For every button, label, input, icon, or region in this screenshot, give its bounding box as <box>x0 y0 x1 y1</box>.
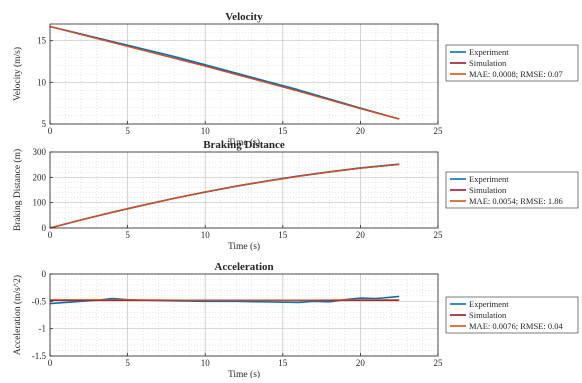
chart-title: Acceleration <box>214 261 273 273</box>
x-tick-label: 0 <box>48 230 53 240</box>
y-tick-label: 5 <box>42 119 47 129</box>
series-line-mae-rmse <box>49 25 400 120</box>
series-line-mae-rmse <box>49 163 400 229</box>
y-tick-label: 200 <box>33 172 47 182</box>
x-axis-label: Time (s) <box>228 241 260 252</box>
y-tick-label: 15 <box>37 36 47 46</box>
axes-box <box>49 273 439 357</box>
x-tick-label: 20 <box>356 358 366 368</box>
legend-box <box>445 44 579 82</box>
x-tick-label: 10 <box>201 230 211 240</box>
plot-area <box>50 274 438 356</box>
chart-title: Braking Distance <box>203 139 285 151</box>
legend-entry: Simulation <box>469 310 507 320</box>
y-tick-label: 0 <box>42 269 47 279</box>
x-tick-label: 10 <box>201 126 211 136</box>
x-tick-label: 20 <box>356 126 366 136</box>
panel-acceleration: 0 5 10 15 20 25 -1.5 -1 -0.5 0 Acceleration Time (s… <box>12 261 579 380</box>
y-axis-label: Acceleration (m/s^2) <box>12 275 23 355</box>
x-tick-label: 0 <box>48 126 53 136</box>
x-tick-label: 5 <box>125 358 130 368</box>
x-tick-label: 25 <box>434 126 444 136</box>
x-tick-label: 25 <box>434 230 444 240</box>
legend-box <box>445 171 579 209</box>
legend-entry: MAE: 0.0076; RMSE: 0.04 <box>469 321 563 331</box>
x-tick-label: 0 <box>48 358 53 368</box>
axes-box <box>49 151 439 229</box>
y-axis-label: Velocity (m/s) <box>12 47 23 101</box>
x-tick-label: 10 <box>201 358 211 368</box>
plot-area <box>50 24 438 124</box>
series-line-experiment <box>49 25 400 120</box>
x-tick-label: 20 <box>356 230 366 240</box>
x-tick-label: 15 <box>278 358 288 368</box>
legend-entry: Experiment <box>469 47 509 57</box>
x-tick-label: 15 <box>278 230 288 240</box>
y-tick-label: -1.5 <box>32 351 47 361</box>
x-tick-label: 15 <box>278 126 288 136</box>
legend-entry: MAE: 0.0054; RMSE: 1.86 <box>469 196 563 206</box>
legend-entry: Experiment <box>469 299 509 309</box>
legend-entry: Simulation <box>469 58 507 68</box>
y-tick-label: 0 <box>42 223 47 233</box>
y-tick-label: -1 <box>39 324 47 334</box>
x-axis-label: Time (s) <box>228 369 260 378</box>
legend-entry: Experiment <box>469 174 509 184</box>
y-tick-label: 100 <box>33 198 47 208</box>
y-tick-label: -0.5 <box>32 296 47 306</box>
x-tick-label: 5 <box>125 230 130 240</box>
legend-entry: Simulation <box>469 185 507 195</box>
x-axis-label: Time (s) <box>228 137 260 148</box>
legend-entry: MAE: 0.0008; RMSE: 0.07 <box>469 69 563 79</box>
y-tick-label: 300 <box>33 147 47 157</box>
y-axis-label: Braking Distance (m) <box>12 149 23 231</box>
x-tick-label: 25 <box>434 358 444 368</box>
plot-area <box>50 152 438 228</box>
y-tick-label: 10 <box>37 77 47 87</box>
axes-box <box>49 23 439 125</box>
series-line-mae-rmse <box>50 299 400 301</box>
chart-title: Velocity <box>225 11 263 23</box>
x-tick-label: 5 <box>125 126 130 136</box>
legend-box <box>445 296 579 334</box>
